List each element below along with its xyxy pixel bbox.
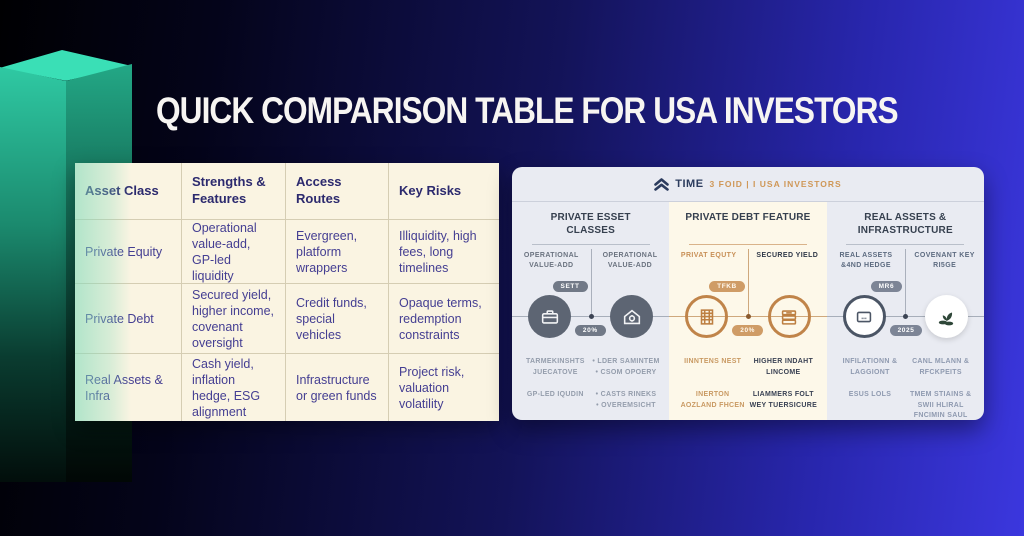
table-cell: Illiquidity, high fees, long timelines xyxy=(389,220,499,284)
note: IINNTENS NEST xyxy=(684,358,742,365)
icon-row: TFKB 20% xyxy=(669,281,827,349)
pillar-front-face xyxy=(0,67,66,482)
note: TMEM STIAINS & SWII HLIRAL FNCIMIN SAUL … xyxy=(909,390,972,420)
infographic-column-private-debt: PRIVATE DEBT FEATURE PRIVAT EQUTY SECURE… xyxy=(669,202,827,420)
note: • LDER SAMINTEM • CSOM OPOERY xyxy=(592,358,660,376)
table-cell: Cash yield, inflation hedge, ESG alignme… xyxy=(182,354,286,421)
infographic-column-private-esset: PRIVATE ESSET CLASSES OPERATIONAL VALUE-… xyxy=(512,202,670,420)
table-cell: Evergreen, platform wrappers xyxy=(286,220,389,284)
infographic-column-real-assets: REAL ASSETS & INFRASTRUCTURE REAL ASSETS… xyxy=(826,202,984,420)
table-grid: Asset Class Strengths & Features Access … xyxy=(75,163,499,421)
plant-coins-icon xyxy=(924,295,968,338)
brand-name: TIME xyxy=(675,178,704,190)
column-title-underline xyxy=(531,244,650,245)
column-label-right: OPERATIONAL VALUE-ADD xyxy=(602,252,658,270)
comparison-table: Asset Class Strengths & Features Access … xyxy=(75,163,499,421)
cash-stack-icon xyxy=(767,295,811,338)
column-notes: INFILATIONN & LAGGIONT CANL MLANN & RFCK… xyxy=(827,357,984,420)
table-cell: Secured yield, higher income, covenant o… xyxy=(182,284,286,354)
pill-top: TFKB xyxy=(709,281,745,292)
house-gear-icon xyxy=(610,295,654,338)
column-label-left: REAL ASSETS &4ND HEDGE xyxy=(839,252,893,270)
center-dot xyxy=(588,314,594,319)
pill-bottom: 20% xyxy=(574,325,606,336)
column-title: PRIVATE ESSET CLASSES xyxy=(550,212,631,236)
table-cell: Credit funds, special vehicles xyxy=(286,284,389,354)
center-dot xyxy=(745,314,751,319)
infographic-card: TIME 3 FOID | I USA INVESTORS PRIVATE ES… xyxy=(512,167,984,420)
pill-top: SETT xyxy=(552,281,588,292)
note: • CASTS RINEKS • OVEREMSICHT xyxy=(595,390,657,409)
center-dot xyxy=(903,314,909,319)
table-cell: Project risk, valuation volatility xyxy=(399,364,465,411)
note: INERTON AOZLAND FHCEN xyxy=(680,390,745,409)
note: TARMEKINSHTS JUECATOVE xyxy=(525,358,585,376)
table-cell-asset: Private Equity xyxy=(75,220,182,284)
table-header-asset-class: Asset Class xyxy=(75,163,182,220)
vertical-connector-line xyxy=(590,249,592,317)
column-title-underline xyxy=(846,244,965,245)
card-reader-icon xyxy=(842,295,886,338)
table-header-access-routes: Access Routes xyxy=(286,163,389,220)
column-title: REAL ASSETS & INFRASTRUCTURE xyxy=(857,212,953,236)
page-title: Quick Comparison Table For USA Investors xyxy=(156,90,899,132)
column-title-underline xyxy=(688,244,807,245)
column-label-right: SECURED YIELD xyxy=(756,252,819,259)
column-mid-section: PRIVAT EQUTY SECURED YIELD xyxy=(669,249,827,349)
table-cell-asset: Real Assets & Infra xyxy=(75,354,182,421)
table-cell-asset: Private Debt xyxy=(75,284,182,354)
brand-tagline: 3 FOID | I USA INVESTORS xyxy=(709,179,842,189)
briefcase-icon xyxy=(528,295,571,338)
note: GP-LED IQUDIN xyxy=(526,390,584,398)
table-header-strengths: Strengths & Features xyxy=(182,163,286,220)
pill-bottom: 20% xyxy=(732,325,764,336)
note: LIAMMERS FOLT WEY TUERSICURE xyxy=(749,390,818,409)
column-label-left: OPERATIONAL VALUE-ADD xyxy=(523,252,579,270)
column-mid-section: OPERATIONAL VALUE-ADD OPERATIONAL VALUE-… xyxy=(512,249,670,349)
column-label-left: PRIVAT EQUTY xyxy=(680,252,737,259)
note: INFILATIONN & LAGGIONT xyxy=(842,358,898,376)
table-header-key-risks: Key Risks xyxy=(389,163,499,220)
column-label-right: COVENANT KEY RI5GE xyxy=(914,252,975,270)
infographic-columns: PRIVATE ESSET CLASSES OPERATIONAL VALUE-… xyxy=(512,202,984,420)
table-cell: Operational value-add, GP-led liquidity xyxy=(182,220,286,284)
column-title: PRIVATE DEBT FEATURE xyxy=(685,212,811,223)
pill-top: MR6 xyxy=(870,281,903,292)
vertical-connector-line xyxy=(905,249,907,317)
column-notes: TARMEKINSHTS JUECATOVE • LDER SAMINTEM •… xyxy=(512,357,669,411)
icon-row: SETT 20% xyxy=(512,281,670,349)
infographic-header: TIME 3 FOID | I USA INVESTORS xyxy=(512,167,984,202)
vertical-connector-line xyxy=(747,249,749,317)
icon-row: MR6 2025 xyxy=(826,281,984,349)
column-mid-section: REAL ASSETS &4ND HEDGE COVENANT KEY RI5G… xyxy=(826,249,984,349)
ledger-building-icon xyxy=(685,295,729,338)
column-notes: IINNTENS NEST HIGHER INDAHT LINCOME INER… xyxy=(669,357,826,411)
double-chevron-up-icon xyxy=(654,177,670,191)
note: ESUS LOLS xyxy=(848,390,892,398)
table-cell: Opaque terms, redemption constraints xyxy=(389,284,499,354)
pill-bottom: 2025 xyxy=(889,325,923,336)
note: CANL MLANN & RFCKPEITS xyxy=(912,358,970,376)
table-cell: Infrastructure or green funds xyxy=(286,354,389,421)
note: HIGHER INDAHT LINCOME xyxy=(753,358,814,376)
